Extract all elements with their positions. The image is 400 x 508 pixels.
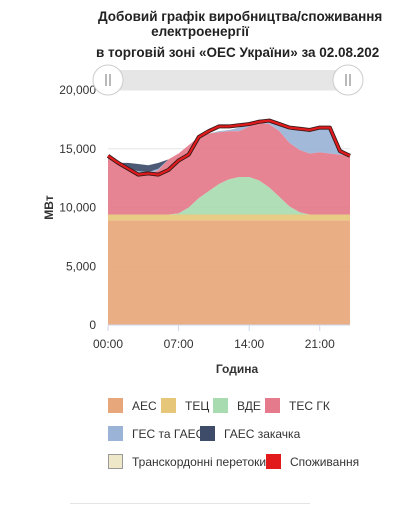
area-аес[interactable] xyxy=(108,220,350,325)
legend-item[interactable]: Споживання xyxy=(266,454,359,469)
navigator-track[interactable] xyxy=(108,70,348,90)
x-tick-label: 14:00 xyxy=(234,337,264,351)
legend-label: ТЕС ГК xyxy=(289,398,330,413)
x-tick-label: 00:00 xyxy=(93,337,123,351)
chart-title-line-1: Добовий графік виробництва/споживання xyxy=(98,9,383,24)
area-гес-та-гаес[interactable] xyxy=(108,119,350,175)
legend-item[interactable]: АЕС xyxy=(108,398,157,413)
chart-title-line-3: в торговій зоні «ОЕС України» за 02.08.2… xyxy=(96,45,380,60)
y-tick-label: 0 xyxy=(89,318,96,332)
axes: 0 5,000 10,000 15,000 20,000 00:00 07:00 14:00 2… xyxy=(42,83,350,376)
range-navigator[interactable] xyxy=(92,64,364,96)
footer-divider xyxy=(70,503,310,504)
x-tick-label: 07:00 xyxy=(164,337,194,351)
legend-label: АЕС xyxy=(132,398,157,413)
legend-label: ТЕЦ xyxy=(185,398,210,413)
area-series xyxy=(108,119,350,325)
legend-label: ВДЕ xyxy=(237,398,261,413)
legend-item[interactable]: ГАЕС закачка xyxy=(200,426,300,441)
area-тец[interactable] xyxy=(108,214,350,221)
legend-item[interactable]: Транскордонні перетоки xyxy=(108,454,266,469)
y-tick-label: 10,000 xyxy=(59,201,96,215)
x-tick-label: 21:00 xyxy=(305,337,335,351)
legend-item[interactable]: ГЕС та ГАЕС xyxy=(108,426,204,441)
legend-label: ГЕС та ГАЕС xyxy=(132,426,205,441)
area-гаес-закачка[interactable] xyxy=(108,119,350,173)
y-tick-label: 15,000 xyxy=(59,142,96,156)
legend-swatch xyxy=(265,398,280,413)
legend-item[interactable]: ТЕС ГК xyxy=(265,398,330,413)
legend-label: Транскордонні перетоки xyxy=(132,454,267,469)
legend-swatch xyxy=(108,398,123,413)
y-axis-title: МВт xyxy=(42,195,56,220)
line-series xyxy=(106,118,351,177)
chart-title-line-2: електроенергії xyxy=(151,24,249,39)
area-тес-гк[interactable] xyxy=(108,122,350,215)
legend-item[interactable]: ТЕЦ xyxy=(161,398,209,413)
legend-swatch xyxy=(108,454,123,469)
legend-swatch xyxy=(213,398,228,413)
navigator-right-handle[interactable] xyxy=(332,64,364,96)
area-вде[interactable] xyxy=(108,176,350,215)
x-axis-title: Година xyxy=(216,362,259,376)
consumption-line[interactable] xyxy=(107,119,351,176)
legend-swatch xyxy=(200,426,215,441)
legend-swatch xyxy=(266,454,281,469)
y-tick-label: 5,000 xyxy=(66,259,96,273)
legend-swatch xyxy=(161,398,176,413)
navigator-left-handle[interactable] xyxy=(92,64,124,96)
y-tick-label: 20,000 xyxy=(59,83,96,97)
legend-label: Споживання xyxy=(290,454,360,469)
legend-item[interactable]: ВДЕ xyxy=(213,398,261,413)
legend-label: ГАЕС закачка xyxy=(224,426,301,441)
legend-swatch xyxy=(108,426,123,441)
